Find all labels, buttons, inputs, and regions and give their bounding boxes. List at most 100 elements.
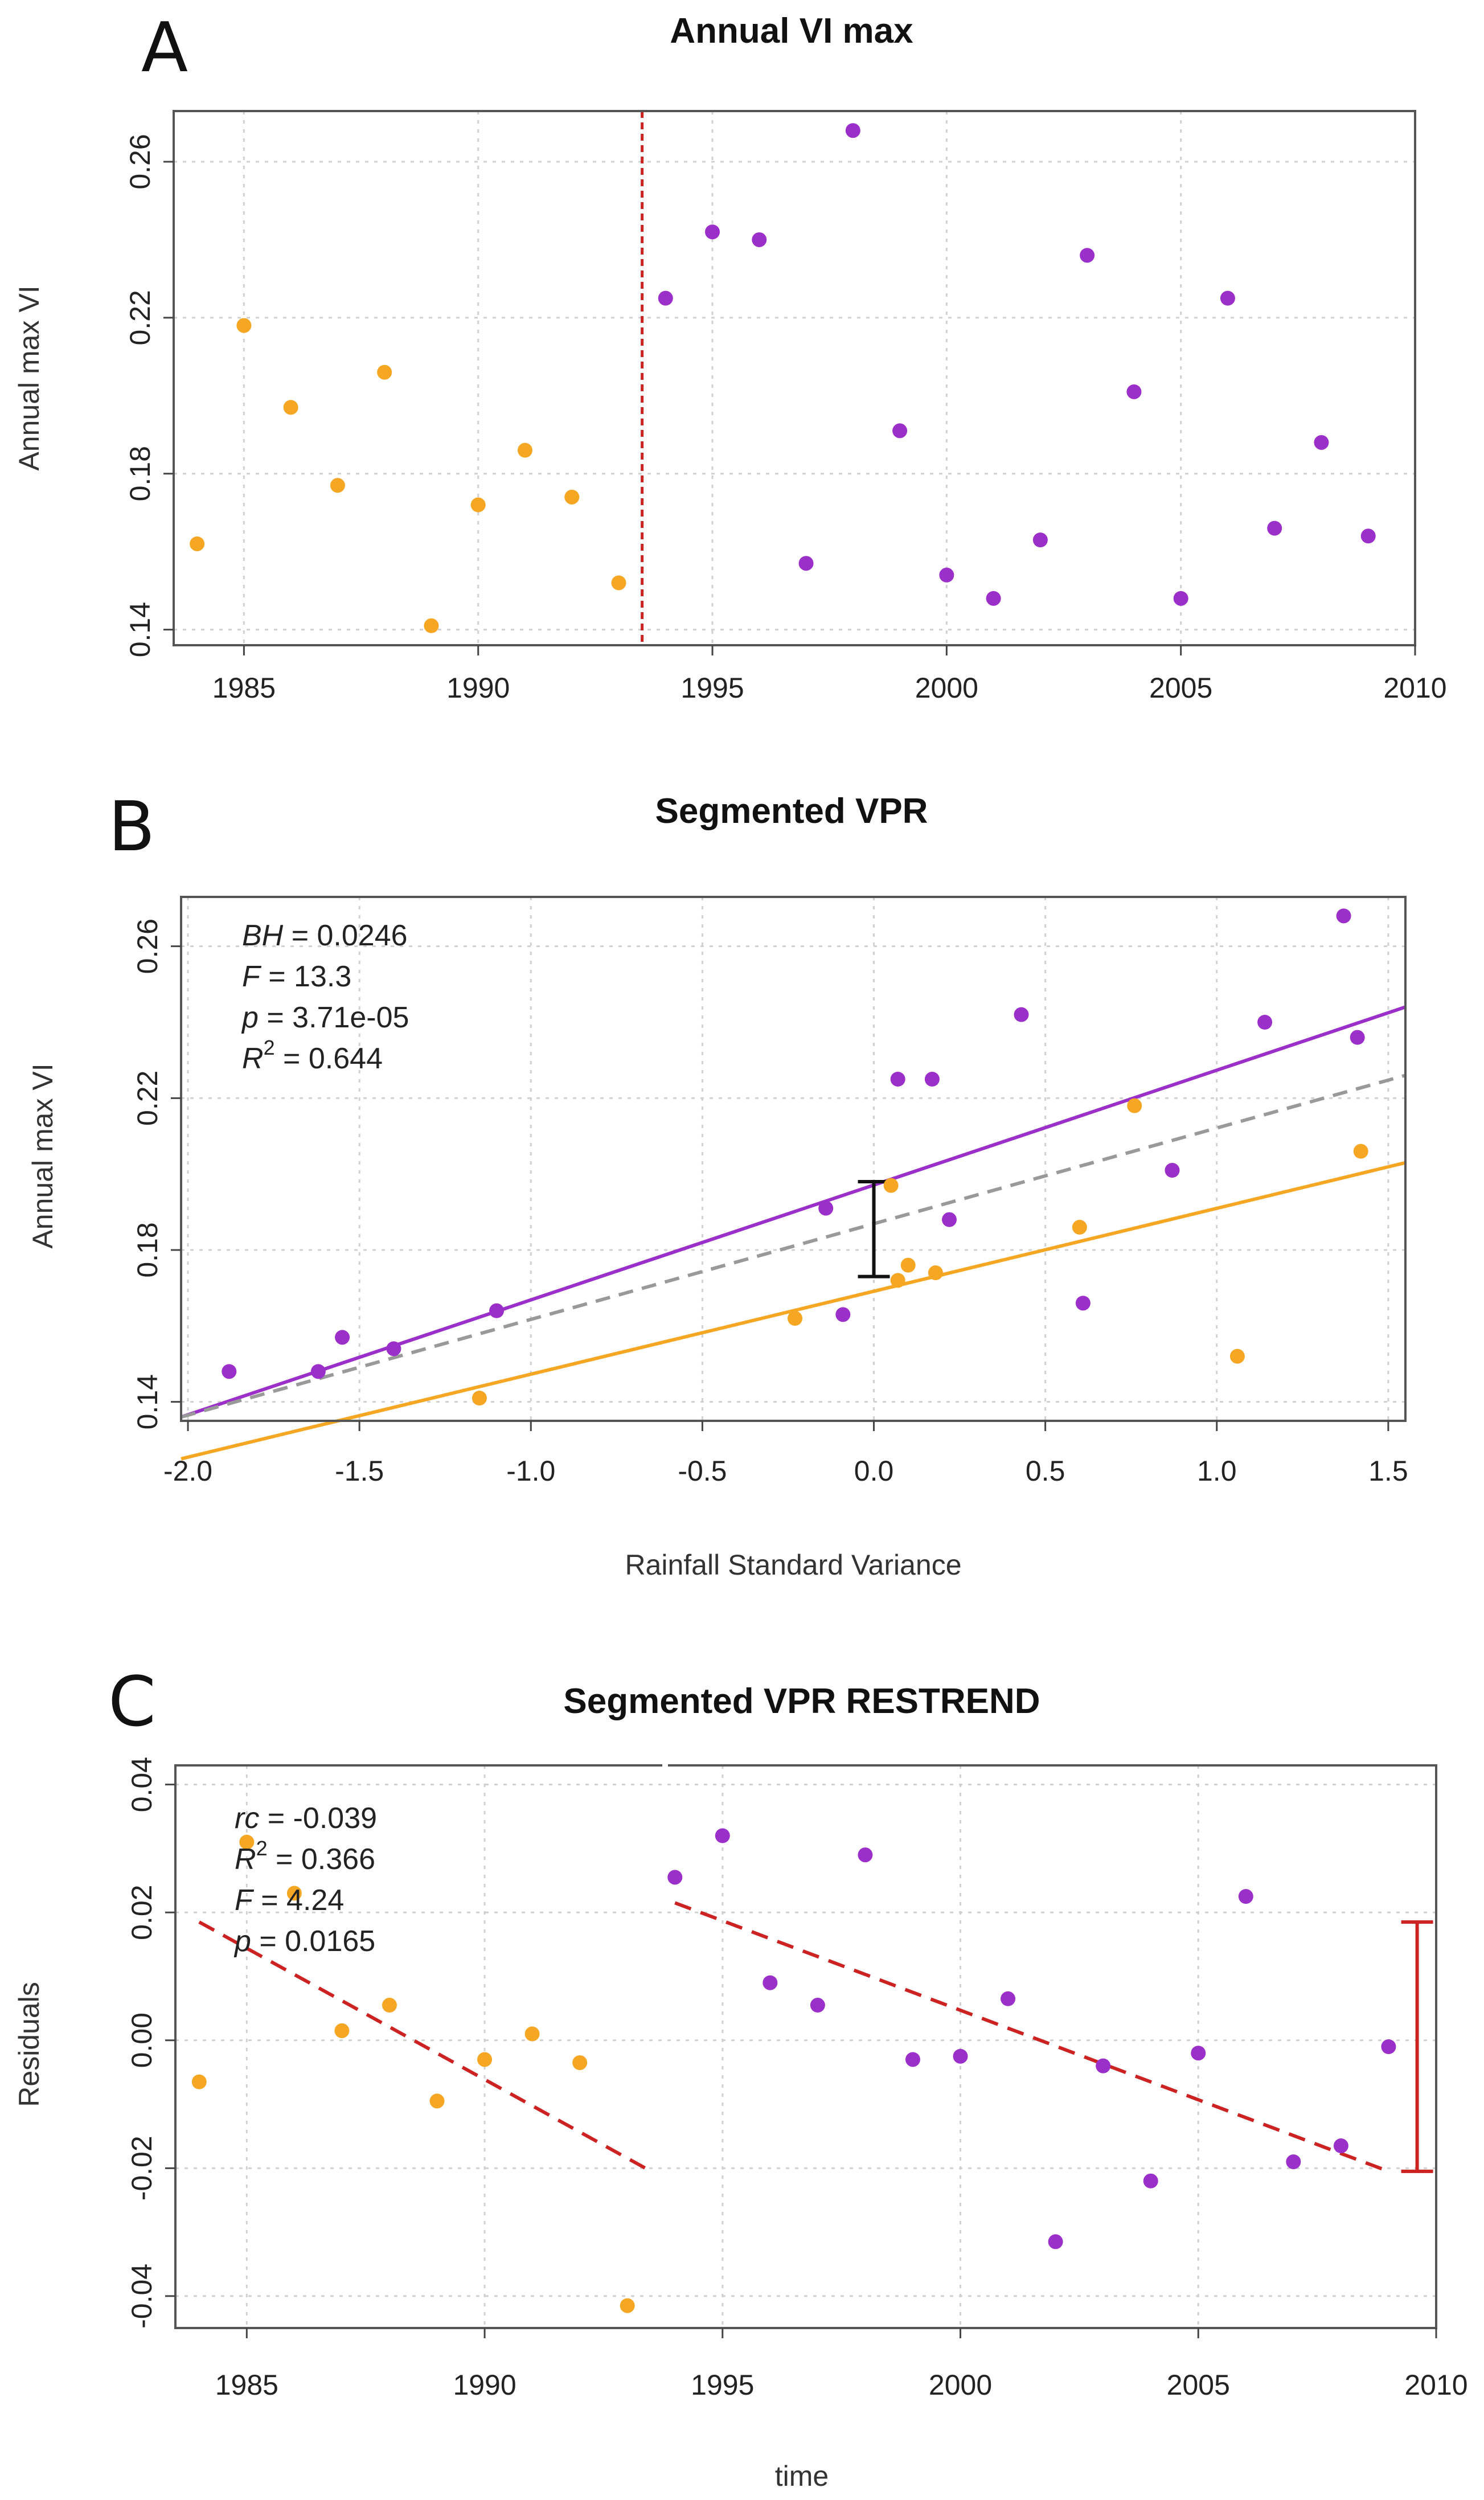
panel-b-xtick-label-0: -2.0 [163, 1455, 212, 1487]
panel-a-ytick-label-0: 0.14 [124, 602, 156, 657]
panel-a-point-after-2 [752, 232, 767, 247]
panel-b-point-after-13 [1257, 1015, 1273, 1030]
panel-c-point-after-11 [1191, 2046, 1206, 2061]
panel-c-xtick-label-4: 2005 [1167, 2369, 1230, 2401]
panel-c-point-before-2 [286, 1886, 302, 1901]
panel-b-point-before-8 [1229, 1349, 1245, 1364]
panel-c-xtick-label-2: 1995 [691, 2369, 754, 2401]
panel-a-point-after-5 [892, 423, 908, 438]
panel-b-plot-frame [180, 896, 1407, 1422]
panel-c-point-after-3 [810, 1998, 825, 2013]
panel-c-points [191, 1828, 1396, 2313]
panel-c-stat-3: p = 0.0165 [233, 1925, 375, 1958]
panel-a-point-after-7 [986, 591, 1001, 606]
panel-c-point-after-6 [953, 2048, 968, 2064]
panel-c-point-after-5 [905, 2052, 920, 2067]
panel-a-point-after-1 [705, 224, 720, 240]
panel-a-grid [174, 111, 1415, 645]
panel-a-point-before-7 [517, 442, 532, 458]
panel-b-point-after-0 [222, 1364, 237, 1379]
panel-c-stat-2: F = 4.24 [235, 1884, 344, 1917]
panel-c-point-after-12 [1238, 1889, 1253, 1904]
panel-a-point-before-4 [377, 364, 392, 380]
panel-a-point-before-8 [564, 489, 580, 505]
panel-c-point-before-9 [620, 2298, 635, 2313]
panel-c-point-after-9 [1096, 2058, 1111, 2073]
panel-b-xtick-label-5: 0.5 [1026, 1455, 1065, 1487]
panel-c-point-after-2 [763, 1975, 778, 1990]
panel-b-stat-3: R2 = 0.644 [242, 1036, 383, 1075]
panel-b: B Segmented VPR -2.0 -1.5 -1.0 -0.5 0.0 0.5 1.… [27, 788, 1408, 1581]
panel-c-point-before-7 [524, 2026, 540, 2042]
panel-a-xtick-label-4: 2005 [1149, 672, 1212, 704]
panel-b-point-before-5 [928, 1265, 943, 1280]
panel-c-point-before-8 [572, 2055, 588, 2071]
panel-b-fit-line-purple-0 [181, 1005, 1406, 1419]
panel-b-xtick-label-4: 0.0 [854, 1455, 894, 1487]
panel-b-point-after-3 [386, 1341, 401, 1356]
panel-a-xtick-label-1: 1990 [446, 672, 510, 704]
panel-c-fit-lines [198, 1901, 1389, 2173]
panel-c-point-after-13 [1286, 2154, 1301, 2170]
panel-b-xtick-label-6: 1.0 [1197, 1455, 1237, 1487]
panel-b-fit-line-orange-2 [181, 1161, 1406, 1461]
panel-a: A Annual VI max 1985 1990 1995 2000 2005 2010… [13, 9, 1447, 704]
panel-c-y-axis-label: Residuals [13, 1982, 45, 2107]
panel-a-point-after-13 [1267, 521, 1282, 536]
panel-a-point-after-10 [1126, 384, 1142, 399]
panel-c-stat-0: rc = -0.039 [235, 1802, 377, 1835]
panel-a-point-after-9 [1080, 248, 1095, 263]
panel-c-point-after-8 [1048, 2234, 1063, 2249]
panel-c-xtick-label-5: 2010 [1404, 2369, 1467, 2401]
panel-b-title: Segmented VPR [655, 792, 928, 831]
panel-a-ytick-label-2: 0.22 [124, 290, 156, 345]
panel-b-point-after-6 [835, 1307, 851, 1322]
panel-a-point-before-3 [330, 478, 345, 493]
panel-a-xtick-label-5: 2010 [1383, 672, 1446, 704]
panel-c-ytick-label-0: -0.04 [126, 2264, 158, 2329]
panel-a-point-after-8 [1032, 532, 1048, 548]
panel-c-xtick-label-0: 1985 [215, 2369, 278, 2401]
panel-b-error-bar [858, 1180, 890, 1278]
panel-b-xtick-label-2: -1.0 [506, 1455, 555, 1487]
panel-b-ytick-label-1: 0.18 [132, 1222, 163, 1277]
panel-c-fit-line-red-1 [674, 1901, 1389, 2173]
panel-a-xtick-label-3: 2000 [915, 672, 978, 704]
panel-b-point-after-9 [942, 1212, 957, 1227]
panel-a-point-before-2 [283, 400, 298, 415]
panel-b-x-axis: -2.0 -1.5 -1.0 -0.5 0.0 0.5 1.0 1.5 [163, 1421, 1408, 1487]
panel-c-point-before-1 [239, 1834, 255, 1850]
panel-letter-c: C [108, 1663, 156, 1742]
panel-b-point-before-3 [890, 1273, 905, 1288]
panel-c-ytick-label-3: 0.02 [126, 1885, 158, 1940]
panel-b-xtick-label-1: -1.5 [335, 1455, 384, 1487]
panel-c-ytick-label-2: 0.00 [126, 2013, 158, 2068]
panel-b-point-after-12 [1165, 1163, 1180, 1178]
panel-letter-b: B [108, 788, 155, 867]
panel-a-point-before-9 [611, 575, 626, 591]
panel-b-point-after-4 [489, 1303, 505, 1318]
panel-b-point-after-10 [1014, 1007, 1029, 1022]
panel-a-points [190, 123, 1376, 633]
panel-c-x-axis: 1985 1990 1995 2000 2005 2010 [215, 2328, 1468, 2401]
panel-c-point-after-1 [715, 1828, 730, 1843]
panel-b-point-after-11 [1075, 1296, 1091, 1311]
panel-c-point-after-4 [858, 1847, 873, 1863]
panel-a-point-after-0 [658, 290, 673, 306]
panel-b-points [222, 908, 1368, 1405]
panel-a-ytick-label-1: 0.18 [124, 446, 156, 501]
panel-b-y-axis: 0.14 0.18 0.22 0.26 [132, 919, 181, 1429]
panel-c-point-before-5 [429, 2093, 445, 2109]
panel-b-point-before-7 [1127, 1098, 1142, 1113]
panel-a-plot-frame [173, 110, 1416, 646]
panel-c-plot-frame [174, 1764, 1437, 2329]
panel-b-xtick-label-7: 1.5 [1368, 1455, 1408, 1487]
panel-c-point-after-15 [1381, 2039, 1396, 2054]
panel-a-y-axis: 0.14 0.18 0.22 0.26 [124, 134, 174, 657]
panel-b-point-before-1 [788, 1311, 803, 1326]
panel-c-point-before-0 [191, 2074, 207, 2089]
panel-a-ytick-label-3: 0.26 [124, 134, 156, 189]
